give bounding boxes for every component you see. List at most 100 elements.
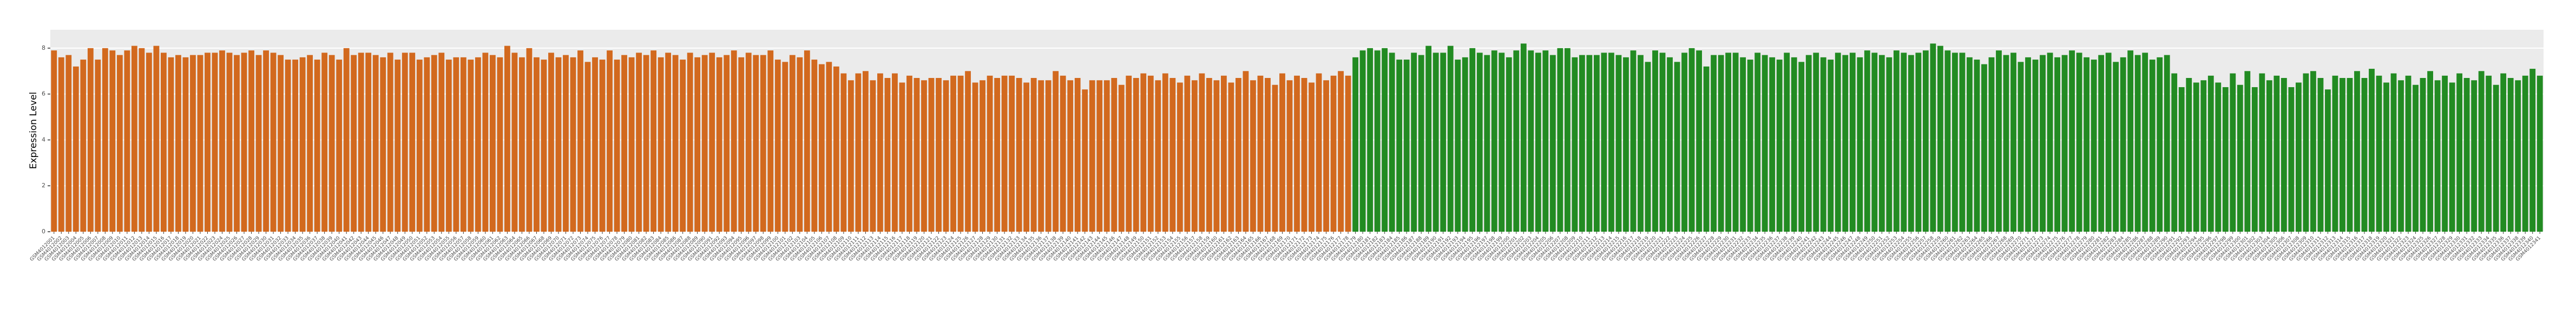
bar (862, 71, 869, 232)
bar (1418, 55, 1424, 232)
bar (1411, 53, 1417, 232)
bar (1016, 78, 1022, 232)
bar (2332, 75, 2338, 232)
bar (285, 60, 291, 232)
bar (1213, 80, 1220, 232)
bar (2434, 80, 2441, 232)
bar (701, 55, 708, 232)
bar (497, 57, 503, 232)
bar (241, 53, 247, 232)
bar (1140, 73, 1147, 232)
bar (592, 57, 598, 232)
bar (2390, 73, 2397, 232)
bar (2354, 71, 2360, 232)
bar (1623, 57, 1629, 232)
bar (453, 57, 459, 232)
bar (1082, 89, 1088, 232)
bar (980, 80, 985, 232)
bar (1462, 57, 1468, 232)
bar (438, 53, 445, 232)
bar (1688, 48, 1695, 232)
bar (1857, 57, 1863, 232)
bar (1053, 71, 1059, 232)
bar (1330, 75, 1337, 232)
bar (2478, 71, 2485, 232)
bar (994, 78, 1000, 232)
bar (1177, 82, 1183, 232)
bar (1133, 78, 1139, 232)
bar (321, 53, 328, 232)
bar (621, 55, 627, 232)
bar (1549, 55, 1556, 232)
bar (1374, 50, 1381, 232)
bar (716, 57, 722, 232)
bar (80, 60, 87, 232)
bar (212, 53, 218, 232)
bar (2084, 57, 2090, 232)
bar (248, 50, 254, 232)
bar (2340, 78, 2345, 232)
bar (1382, 48, 1388, 232)
bar (299, 57, 306, 232)
bar (2215, 82, 2222, 232)
bar (1265, 78, 1271, 232)
bar (1805, 55, 1812, 232)
bar (1893, 50, 1900, 232)
bar (2427, 71, 2433, 232)
bar (1367, 48, 1374, 232)
bar (1798, 62, 1805, 232)
bar (102, 48, 108, 232)
bar (1659, 53, 1666, 232)
bar (1878, 55, 1885, 232)
bar (1009, 75, 1015, 232)
bar (957, 75, 964, 232)
bar (811, 60, 818, 232)
bar (1432, 53, 1439, 232)
bar (2369, 69, 2375, 232)
bar (1594, 55, 1600, 232)
bar (847, 80, 854, 232)
bar (2149, 60, 2156, 232)
bar (205, 53, 211, 232)
bar (2500, 73, 2507, 232)
bar (1345, 75, 1351, 232)
bar (2529, 69, 2536, 232)
bar (2515, 80, 2521, 232)
bar (921, 80, 927, 232)
bar (1111, 78, 1118, 232)
bar (1557, 48, 1563, 232)
bar (1922, 50, 1929, 232)
bar (2442, 75, 2448, 232)
bar (1425, 45, 1432, 232)
bar (73, 66, 79, 232)
bar (1674, 62, 1680, 232)
bar (409, 53, 416, 232)
bar (2032, 60, 2039, 232)
bar (643, 55, 649, 232)
bar (914, 78, 920, 232)
bar (782, 62, 788, 232)
bar (424, 57, 430, 232)
bar (1074, 78, 1081, 232)
bar (270, 53, 277, 232)
bar (343, 48, 350, 232)
bar (1871, 53, 1878, 232)
bar (2200, 80, 2207, 232)
bar (1236, 78, 1241, 232)
bar (1667, 57, 1673, 232)
bar (928, 78, 935, 232)
bar (1067, 80, 1074, 232)
bar (936, 78, 942, 232)
bar (190, 55, 196, 232)
bar (1586, 55, 1593, 232)
bar (2061, 55, 2068, 232)
bar (307, 55, 313, 232)
bar (1169, 78, 1176, 232)
bar (175, 55, 181, 232)
bar (2054, 57, 2060, 232)
bar (1060, 75, 1066, 232)
bar (2237, 84, 2243, 232)
bar (1513, 50, 1520, 232)
bar (489, 55, 496, 232)
bar (1491, 50, 1497, 232)
